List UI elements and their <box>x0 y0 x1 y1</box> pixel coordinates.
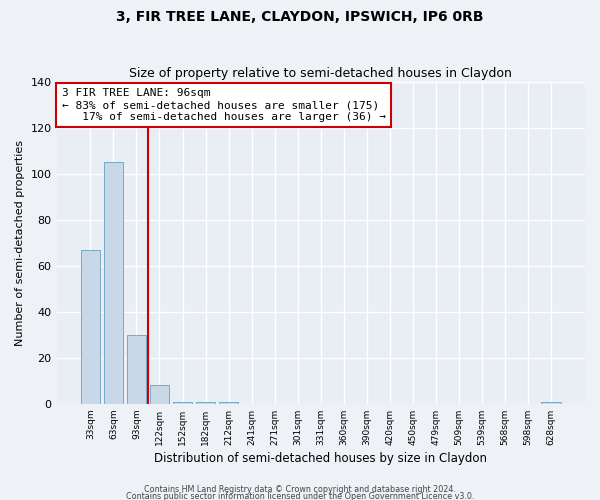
Bar <box>80 250 100 404</box>
Text: 3 FIR TREE LANE: 96sqm
← 83% of semi-detached houses are smaller (175)
   17% of: 3 FIR TREE LANE: 96sqm ← 83% of semi-det… <box>62 88 386 122</box>
Title: Size of property relative to semi-detached houses in Claydon: Size of property relative to semi-detach… <box>130 66 512 80</box>
Y-axis label: Number of semi-detached properties: Number of semi-detached properties <box>15 140 25 346</box>
Bar <box>541 402 561 404</box>
Text: 3, FIR TREE LANE, CLAYDON, IPSWICH, IP6 0RB: 3, FIR TREE LANE, CLAYDON, IPSWICH, IP6 … <box>116 10 484 24</box>
Bar <box>104 162 123 404</box>
Bar <box>196 402 215 404</box>
X-axis label: Distribution of semi-detached houses by size in Claydon: Distribution of semi-detached houses by … <box>154 452 487 465</box>
Text: Contains public sector information licensed under the Open Government Licence v3: Contains public sector information licen… <box>126 492 474 500</box>
Bar <box>173 402 193 404</box>
Text: Contains HM Land Registry data © Crown copyright and database right 2024.: Contains HM Land Registry data © Crown c… <box>144 486 456 494</box>
Bar <box>219 402 238 404</box>
Bar <box>149 386 169 404</box>
Bar <box>127 335 146 404</box>
